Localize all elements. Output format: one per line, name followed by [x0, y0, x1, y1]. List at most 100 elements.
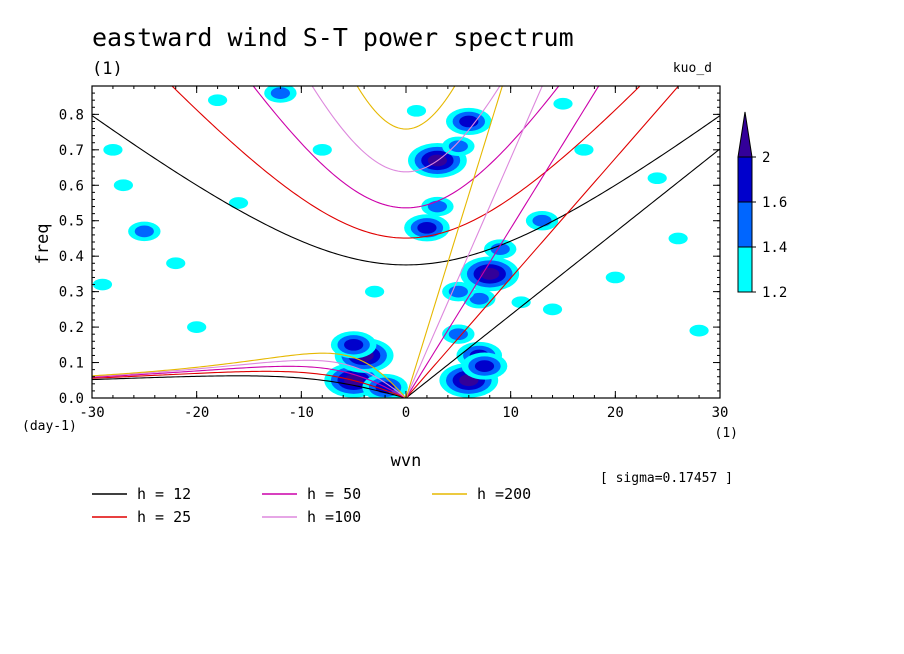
y-tick-label: 0.2	[59, 320, 84, 336]
power-blob	[103, 143, 123, 156]
legend-label: h = 12	[137, 485, 191, 503]
legend-label: h = 50	[307, 485, 361, 503]
power-contour-level-2	[134, 225, 154, 238]
colorbar-label: 1.4	[762, 240, 787, 256]
power-contour-level-1	[92, 278, 113, 291]
power-contour-level-1	[365, 285, 385, 298]
x-tick-label: -30	[79, 405, 104, 421]
power-blob	[460, 256, 520, 292]
x-tick-label: -10	[289, 405, 314, 421]
sigma-label: [ sigma=0.17457 ]	[600, 471, 733, 486]
power-blob	[128, 221, 161, 242]
x-unit-label: (1)	[715, 426, 738, 441]
power-blob	[574, 143, 594, 156]
power-blob	[511, 296, 531, 309]
curve-h12-rossby	[92, 375, 407, 398]
power-contour-level-1	[689, 324, 709, 337]
colorbar: 2 1.6 1.4 1.2	[737, 111, 787, 301]
colorbar-label: 2	[762, 150, 770, 166]
power-contour-level-2	[469, 292, 489, 305]
y-tick-label: 0.4	[59, 249, 84, 265]
x-tick-label: 20	[607, 405, 624, 421]
y-tick-label: 0.8	[59, 107, 84, 123]
curve-h200-rossby	[92, 352, 407, 398]
plot-area: -30 -20 -10 0 10 20 30 0.00.10.20.30.40.50.60.…	[59, 85, 728, 421]
colorbar-label: 1.6	[762, 195, 787, 211]
power-contour-level-2	[490, 243, 510, 255]
power-contour-level-1	[668, 232, 688, 245]
dispersion-curves	[92, 86, 720, 398]
y-tick-label: 0.0	[59, 391, 84, 407]
power-blob	[689, 324, 709, 337]
x-axis-ticks: -30 -20 -10 0 10 20 30	[79, 86, 728, 421]
power-blob	[208, 94, 228, 107]
y-axis-ticks: 0.0 0.1 0.2 0.3 0.4 0.5 0.6 0.7 0.8	[59, 92, 720, 407]
power-contour-level-1	[103, 143, 123, 156]
x-axis-label: wvn	[391, 451, 422, 471]
legend-label: h =200	[477, 485, 531, 503]
power-contour-level-1	[574, 143, 594, 156]
power-contour-level-1	[166, 257, 186, 270]
power-contour-level-1	[113, 179, 133, 192]
power-blob	[542, 303, 563, 316]
power-blob	[330, 331, 377, 359]
power-blob	[365, 285, 385, 298]
y-tick-label: 0.6	[59, 178, 84, 194]
power-contour-level-3	[474, 360, 495, 372]
power-blob	[264, 86, 297, 103]
y-unit-label: (day-1)	[22, 419, 77, 434]
power-blob	[406, 104, 427, 117]
y-axis-label: freq	[33, 224, 53, 265]
power-blob	[461, 352, 508, 380]
power-blob	[228, 197, 249, 209]
power-blob	[442, 136, 475, 156]
curve-h25-rossby	[92, 370, 407, 398]
power-contour-level-2	[448, 285, 468, 298]
power-contour-level-1	[208, 94, 228, 107]
power-contour-level-2	[532, 214, 552, 227]
x-tick-label: 0	[402, 405, 410, 421]
power-contour-level-3	[344, 338, 364, 351]
curve-h50-rossby	[92, 365, 407, 398]
power-contour-level-1	[228, 197, 249, 209]
power-contour-level-2	[427, 200, 447, 213]
power-blob	[442, 324, 475, 344]
power-contour-level-1	[312, 143, 332, 156]
power-contour-level-1	[553, 97, 573, 110]
power-contours	[92, 86, 709, 398]
curve-h200-inertia-gravity	[356, 86, 456, 130]
power-contour-level-1	[406, 104, 427, 117]
curve-h200-kelvin	[405, 86, 503, 398]
power-blob	[312, 143, 332, 156]
x-tick-label: -20	[184, 405, 209, 421]
x-tick-label: 10	[502, 405, 519, 421]
colorbar-segment	[737, 201, 753, 248]
power-blob	[166, 257, 186, 270]
power-blob	[668, 232, 688, 245]
y-tick-label: 0.5	[59, 214, 84, 230]
legend: h = 12 h = 25 h = 50 h =100 h =200	[92, 485, 531, 526]
curve-h12-kelvin	[405, 148, 720, 398]
power-blob	[484, 239, 517, 259]
power-blob	[442, 281, 475, 302]
power-blob	[553, 97, 573, 110]
legend-label: h =100	[307, 508, 361, 526]
curve-h100-kelvin	[405, 86, 543, 398]
colorbar-arrow	[737, 111, 753, 158]
curve-h25-inertia-gravity	[171, 86, 641, 239]
power-contour-level-3	[417, 221, 437, 234]
power-contour-level-1	[605, 271, 625, 284]
power-blob	[404, 214, 450, 242]
curve-h100-rossby	[92, 359, 407, 398]
power-blob	[113, 179, 133, 192]
power-blob	[362, 373, 408, 398]
y-tick-label: 0.1	[59, 356, 84, 372]
power-contour-level-1	[647, 172, 667, 185]
power-blob	[605, 271, 625, 284]
y-tick-label: 0.3	[59, 285, 84, 301]
power-blob	[92, 278, 113, 291]
power-contour-level-1	[187, 321, 207, 333]
curve-h25-kelvin	[405, 86, 680, 398]
power-contour-level-2	[270, 87, 290, 99]
